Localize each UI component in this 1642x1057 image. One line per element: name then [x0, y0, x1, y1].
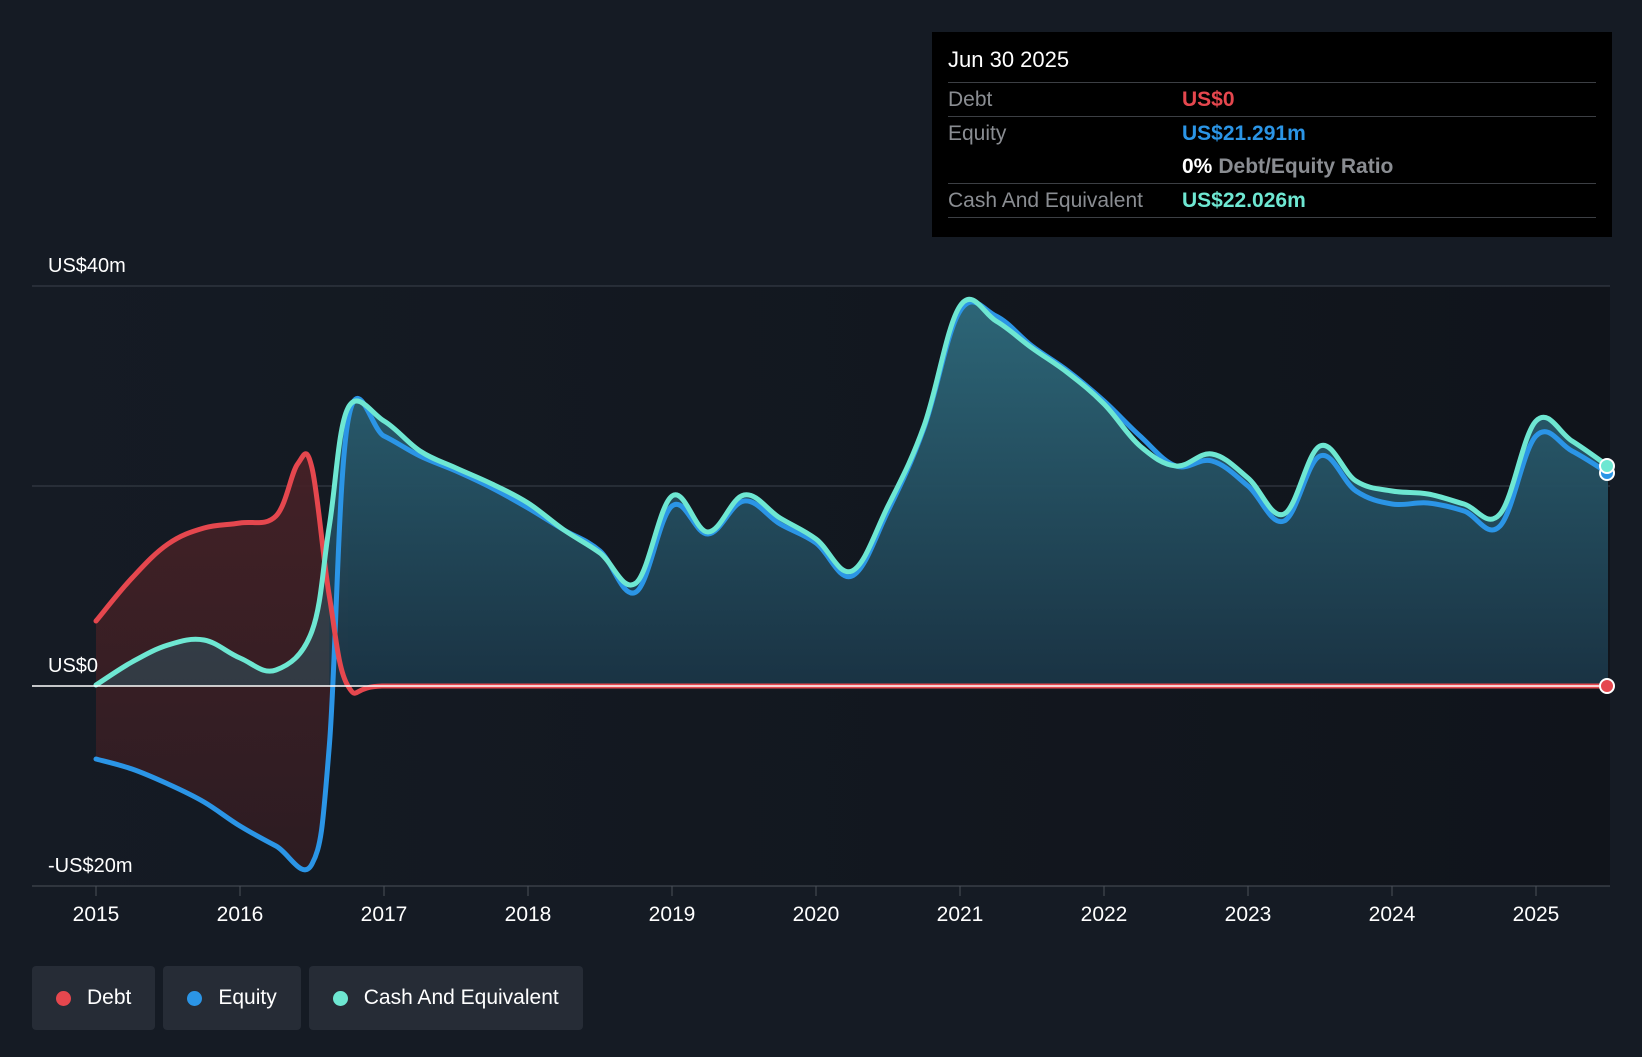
tooltip-ratio-spacer [948, 150, 1182, 183]
legend-item-debt[interactable]: Debt [32, 966, 156, 1030]
tooltip-cash-label: Cash And Equivalent [948, 189, 1143, 212]
data-tooltip: Jun 30 2025 Debt US$0 Equity US$21.291m … [932, 32, 1612, 237]
x-tick-label: 2018 [505, 903, 552, 926]
y-tick-label: -US$20m [48, 855, 132, 877]
x-tick-label: 2019 [649, 903, 696, 926]
legend-equity-dot-icon [187, 990, 203, 1006]
legend-debt-dot-icon [56, 990, 71, 1006]
tooltip-ratio-label: Debt/Equity Ratio [1218, 155, 1394, 178]
x-tick-label: 2017 [361, 903, 408, 926]
tooltip-ratio-value: 0% [1182, 155, 1213, 178]
cash-end-point [1599, 458, 1615, 474]
tooltip-debt-label: Debt [948, 88, 993, 111]
y-tick-label: US$40m [48, 255, 126, 277]
x-tick-label: 2016 [217, 903, 264, 926]
x-tick-label: 2024 [1369, 903, 1416, 926]
x-tick-label: 2025 [1513, 903, 1560, 926]
legend-equity-label: Equity [218, 986, 277, 1009]
y-tick-label: US$0 [48, 655, 98, 677]
x-tick-label: 2022 [1081, 903, 1128, 926]
x-tick-label: 2020 [793, 903, 840, 926]
tooltip-debt-row: Debt US$0 [948, 83, 1596, 117]
x-tick-label: 2015 [73, 903, 120, 926]
tooltip-debt-value: US$0 [1182, 88, 1235, 111]
x-tick-label: 2023 [1225, 903, 1272, 926]
tooltip-ratio-row: 0% Debt/Equity Ratio [948, 150, 1596, 184]
legend-cash-dot-icon [332, 990, 348, 1006]
axis-layer: US$40m US$0 -US$20m 2015 2016 2017 2018 2019 202… [32, 255, 1610, 926]
equity-line [93, 299, 1611, 873]
marker-layer [1599, 458, 1615, 694]
chart-legend: Debt Equity Cash And Equivalent [32, 966, 583, 1030]
debt-end-point [1599, 678, 1615, 694]
tooltip-cash-value: US$22.026m [1182, 189, 1306, 212]
legend-item-equity[interactable]: Equity [163, 966, 301, 1030]
tooltip-equity-label: Equity [948, 122, 1007, 145]
cash-area [96, 299, 1608, 686]
cash-line [93, 296, 1611, 688]
legend-debt-label: Debt [87, 986, 132, 1009]
tooltip-equity-value: US$21.291m [1182, 122, 1306, 145]
legend-item-cash[interactable]: Cash And Equivalent [308, 966, 583, 1030]
x-tick-label: 2021 [937, 903, 984, 926]
tooltip-equity-row: Equity US$21.291m [948, 117, 1596, 150]
tooltip-cash-row: Cash And Equivalent US$22.026m [948, 184, 1596, 218]
legend-cash-label: Cash And Equivalent [363, 986, 559, 1009]
tooltip-date: Jun 30 2025 [948, 46, 1596, 83]
